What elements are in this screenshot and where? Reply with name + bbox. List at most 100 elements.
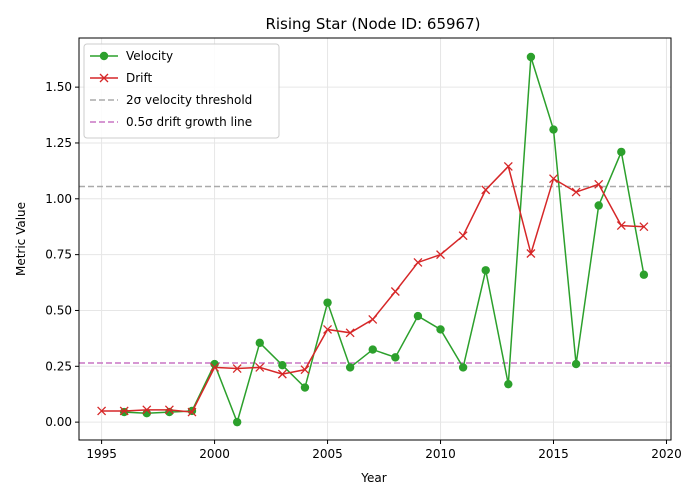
data-point (571, 187, 581, 197)
y-tick-label: 1.50 (45, 80, 72, 94)
data-point (255, 338, 264, 348)
marker-stroke (210, 362, 220, 372)
data-point (436, 250, 445, 260)
marker-stroke (300, 365, 310, 375)
legend-item: Velocity (90, 49, 173, 63)
data-point (549, 125, 558, 134)
data-point (119, 407, 129, 417)
x-tick-label: 1995 (86, 447, 117, 461)
data-point (639, 222, 649, 232)
data-point (413, 311, 423, 321)
marker-stroke (549, 174, 558, 184)
data-point (232, 417, 242, 427)
marker-stroke (503, 161, 513, 171)
data-point (526, 52, 536, 62)
marker-stroke (142, 405, 152, 415)
data-point (549, 174, 558, 184)
marker-stroke (481, 185, 491, 195)
data-point (164, 405, 174, 415)
data-point (368, 314, 378, 324)
marker-stroke (119, 406, 129, 416)
data-point (458, 231, 468, 241)
y-tick-label: 0.25 (45, 359, 72, 373)
data-point (504, 379, 513, 389)
data-point (594, 201, 603, 210)
data-point (232, 364, 242, 373)
y-tick-label: 0.50 (45, 303, 72, 317)
y-tick-label: 1.25 (45, 136, 72, 150)
data-point (481, 185, 491, 195)
data-point (323, 324, 333, 334)
data-point (639, 270, 649, 279)
legend-label: 0.5σ drift growth line (126, 115, 252, 129)
data-point (300, 365, 310, 375)
marker-stroke (616, 221, 626, 231)
marker-stroke (323, 324, 333, 334)
series (97, 52, 649, 427)
x-tick-label: 2010 (425, 447, 456, 461)
data-point (323, 298, 332, 307)
marker-stroke (458, 231, 468, 241)
y-tick-label: 0.00 (45, 415, 72, 429)
data-point (300, 383, 310, 392)
marker-stroke (277, 369, 287, 379)
grid (79, 38, 671, 440)
legend: Velocity Drift 2σ velocity threshold 0.5σ d… (83, 43, 280, 139)
data-point (594, 179, 604, 189)
y-axis-ticks: 0.00 0.25 0.50 0.75 1.00 1.25 1.50 (45, 80, 79, 429)
x-tick-label: 2000 (199, 447, 230, 461)
marker-stroke (187, 407, 197, 417)
marker-stroke (345, 328, 355, 338)
legend-box (83, 43, 280, 139)
legend-label: Drift (126, 71, 153, 85)
marker-stroke (255, 362, 265, 372)
marker-stroke (97, 406, 107, 416)
x-axis-ticks: 1995 2000 2005 2010 2015 2020 (86, 440, 682, 461)
marker-stroke (390, 287, 400, 296)
marker-stroke (594, 179, 604, 189)
series-line (124, 56, 645, 425)
y-tick-label: 0.75 (45, 248, 72, 262)
plot-frame (78, 37, 672, 441)
data-point (345, 328, 355, 338)
data-point (119, 406, 129, 416)
data-point (458, 363, 468, 372)
data-point (142, 405, 152, 415)
data-point (97, 406, 107, 416)
legend-item: 2σ velocity threshold (90, 93, 252, 107)
series-drift (97, 161, 649, 417)
data-point (368, 345, 377, 354)
x-tick-label: 2015 (538, 447, 569, 461)
x-tick-label: 2020 (651, 447, 682, 461)
data-point (255, 362, 265, 372)
x-tick-label: 2005 (312, 447, 343, 461)
chart-title: Rising Star (Node ID: 65967) (265, 15, 480, 33)
marker-stroke (526, 249, 536, 258)
marker-stroke (232, 364, 242, 373)
marker-stroke (164, 405, 174, 415)
marker-stroke (639, 222, 649, 232)
data-point (526, 249, 536, 258)
data-point (210, 362, 220, 372)
data-point (391, 353, 400, 362)
data-point (503, 161, 513, 171)
legend-label: Velocity (126, 49, 173, 63)
data-point (187, 407, 197, 417)
marker-stroke (571, 187, 581, 197)
data-point (99, 51, 109, 61)
data-point (617, 147, 626, 157)
marker-stroke (368, 314, 378, 324)
marker-stroke (413, 257, 423, 267)
data-point (277, 369, 287, 379)
data-point (413, 257, 423, 267)
data-point (345, 363, 355, 372)
marker-stroke (99, 73, 109, 83)
data-point (390, 287, 400, 296)
legend-item: Drift (90, 71, 153, 85)
data-point (99, 73, 109, 83)
data-point (481, 266, 490, 275)
data-point (571, 359, 581, 369)
y-axis-label: Metric Value (14, 202, 28, 276)
x-axis-label: Year (360, 471, 386, 485)
